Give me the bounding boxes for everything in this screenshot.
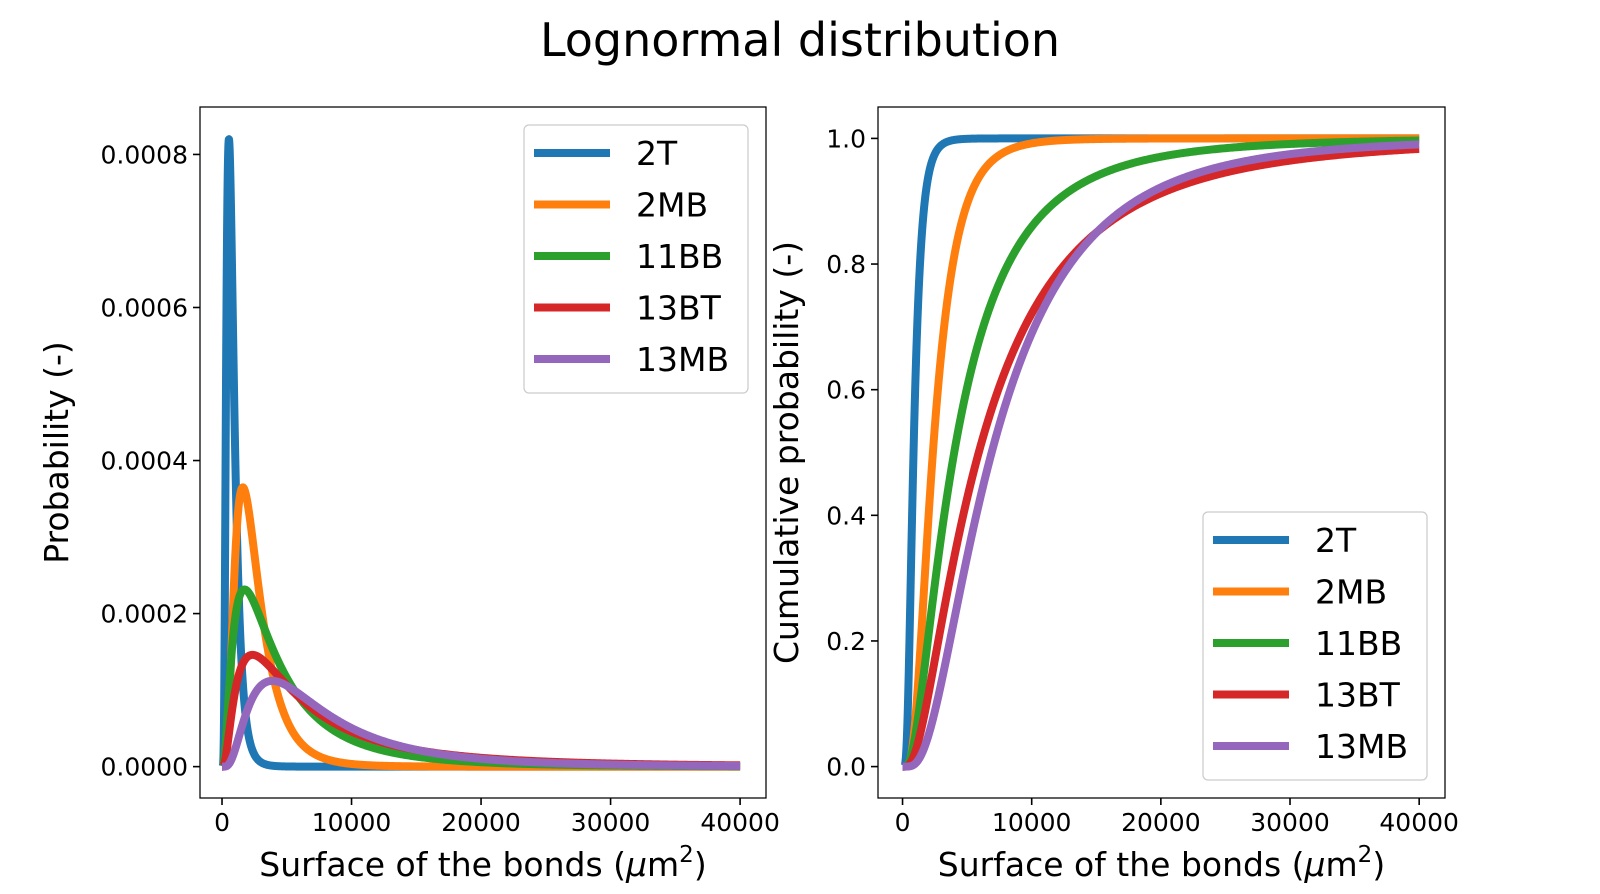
y-tick-label: 0.0006 bbox=[101, 293, 188, 322]
x-tick-label: 10000 bbox=[992, 808, 1072, 837]
legend-box bbox=[523, 124, 749, 394]
x-tick-label: 40000 bbox=[700, 808, 780, 837]
legend-label-2MB: 2MB bbox=[1315, 573, 1387, 612]
cdf-chart: 0 10000 20000 30000 40000 0.0 0.2 0.4 0.6 0.8 1.0 S… bbox=[767, 106, 1459, 884]
left-axes-frame bbox=[199, 106, 767, 799]
legend-box bbox=[1202, 511, 1428, 781]
x-tick-label: 20000 bbox=[1121, 808, 1201, 837]
y-axis-label: Cumulative probability (-) bbox=[767, 241, 806, 664]
y-tick-label: 0.4 bbox=[826, 501, 866, 530]
y-axis-label: Probability (-) bbox=[37, 341, 76, 564]
legend-label-2MB: 2MB bbox=[636, 186, 708, 225]
series-line-13MB bbox=[218, 676, 743, 771]
y-tick-label: 0.8 bbox=[826, 250, 866, 279]
y-tick-label: 1.0 bbox=[826, 124, 866, 153]
series-line-13BT bbox=[898, 144, 1422, 771]
legend-label-11BB: 11BB bbox=[636, 237, 723, 276]
x-tick-label: 30000 bbox=[1250, 808, 1330, 837]
y-tick-label: 0.2 bbox=[826, 627, 866, 656]
figure-title: Lognormal distribution bbox=[540, 13, 1060, 67]
y-tick-label: 0.0000 bbox=[101, 753, 188, 782]
x-tick-label: 10000 bbox=[312, 808, 392, 837]
legend-label-13MB: 13MB bbox=[1315, 727, 1408, 766]
legend-label-13BT: 13BT bbox=[1315, 676, 1401, 715]
series-line-11BB bbox=[898, 136, 1422, 771]
x-tick-label: 30000 bbox=[571, 808, 651, 837]
legend-label-11BB: 11BB bbox=[1315, 624, 1402, 663]
legend-label-2T: 2T bbox=[636, 134, 678, 173]
right-plot-area bbox=[898, 134, 1422, 771]
x-axis-label: Surface of the bonds (μm2) bbox=[259, 842, 706, 884]
x-tick-label: 0 bbox=[214, 808, 230, 837]
x-tick-label: 40000 bbox=[1379, 808, 1459, 837]
y-tick-label: 0.0 bbox=[826, 753, 866, 782]
y-tick-label: 0.6 bbox=[826, 376, 866, 405]
y-tick-label: 0.0004 bbox=[101, 447, 188, 476]
legend-label-13BT: 13BT bbox=[636, 289, 722, 328]
series-line-2MB bbox=[218, 483, 743, 771]
x-tick-label: 0 bbox=[895, 808, 911, 837]
series-line-13MB bbox=[898, 140, 1422, 771]
x-axis-label: Surface of the bonds (μm2) bbox=[938, 842, 1385, 884]
left-plot-area bbox=[218, 135, 743, 771]
right-legend: 2T 2MB 11BB 13BT 13MB bbox=[1202, 511, 1428, 781]
legend-label-13MB: 13MB bbox=[636, 340, 729, 379]
series-line-13BT bbox=[218, 650, 743, 771]
pdf-chart: 0 10000 20000 30000 40000 0.0000 0.0002 0.0004 0… bbox=[37, 106, 780, 884]
y-tick-label: 0.0002 bbox=[101, 600, 188, 629]
legend-label-2T: 2T bbox=[1315, 521, 1357, 560]
x-tick-label: 20000 bbox=[441, 808, 521, 837]
y-tick-label: 0.0008 bbox=[101, 140, 188, 169]
left-legend: 2T 2MB 11BB 13BT 13MB bbox=[523, 124, 749, 394]
